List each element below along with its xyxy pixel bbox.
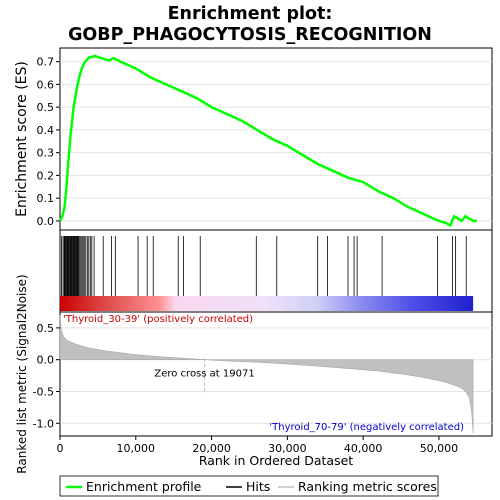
x-axis-ticks: 0 10,000 20,000 30,000 40,000 50,000 [57, 436, 459, 455]
legend-box [59, 475, 439, 497]
metric-y-axis-label: Ranked list metric (Signal2Noise) [15, 274, 29, 473]
metric-y-tick-label: -1.0 [33, 417, 54, 430]
es-y-tick-label: 0.5 [37, 101, 55, 114]
legend-metric-label: Ranking metric scores [298, 479, 437, 494]
es-y-tick-label: 0.0 [37, 215, 55, 228]
zero-cross-label: Zero cross at 19071 [154, 368, 254, 379]
legend-hits-label: Hits [246, 479, 270, 494]
es-y-tick-label: 0.6 [37, 78, 55, 91]
enrichment-profile-line [58, 54, 477, 228]
es-y-tick-label: 0.4 [37, 124, 55, 137]
x-tick-label: 0 [57, 442, 64, 455]
metric-y-tick-label: -0.5 [33, 385, 54, 398]
ranking-metric-area [59, 315, 474, 433]
metric-y-tick-label: 0.0 [37, 354, 55, 367]
x-tick-label: 20,000 [192, 442, 231, 455]
x-tick-label: 40,000 [344, 442, 383, 455]
chart-title-line1: Enrichment plot: [168, 4, 333, 24]
x-tick-label: 10,000 [117, 442, 156, 455]
es-gridlines [60, 61, 492, 222]
legend-enrichment-label: Enrichment profile [86, 479, 202, 494]
es-y-tick-label: 0.3 [37, 147, 55, 160]
ranking-color-bar [60, 296, 474, 311]
metric-y-tick-label: 0.5 [37, 322, 55, 335]
es-y-tick-label: 0.2 [37, 169, 55, 182]
es-y-tick-label: 0.7 [37, 56, 55, 69]
es-y-tick-label: 0.1 [37, 192, 55, 205]
x-tick-label: 50,000 [420, 442, 459, 455]
es-panel-frame [59, 47, 493, 231]
metric-y-ticks: 0.5 0.0 -0.5 -1.0 [33, 322, 60, 430]
chart-title-line2: GOBP_PHAGOCYTOSIS_RECOGNITION [68, 25, 432, 45]
x-axis-label: Rank in Ordered Dataset [199, 453, 353, 468]
hit-markers [61, 236, 467, 296]
es-y-axis-label: Enrichment score (ES) [14, 61, 30, 217]
x-tick-label: 30,000 [268, 442, 307, 455]
es-y-ticks: 0.0 0.1 0.2 0.3 0.4 0.5 0.6 0.7 [37, 56, 60, 228]
positive-label: 'Thyroid_30-39' (positively correlated) [63, 314, 253, 325]
negative-label: 'Thyroid_70-79' (negatively correlated) [269, 422, 464, 433]
